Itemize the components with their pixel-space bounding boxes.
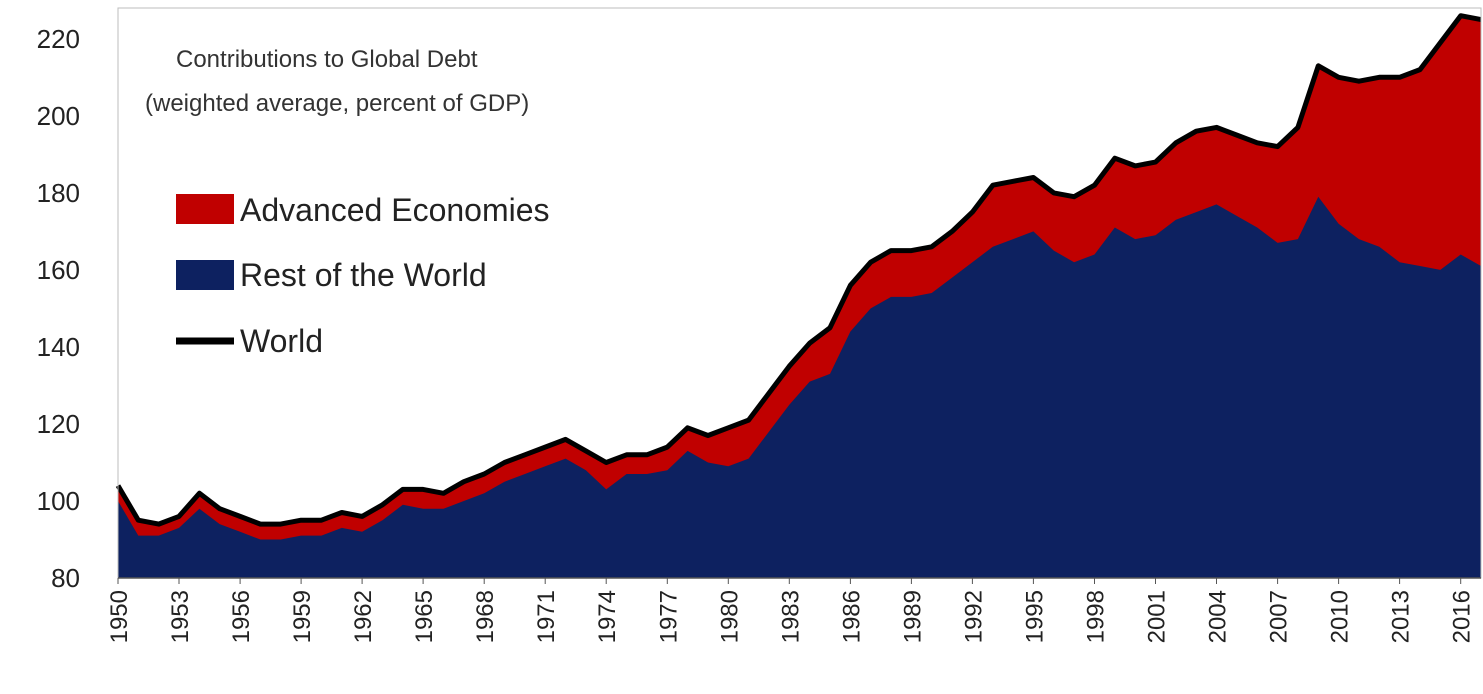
- x-tick-label: 1986: [838, 590, 865, 643]
- x-tick-label: 1953: [167, 590, 194, 643]
- y-tick-label: 180: [37, 178, 80, 208]
- y-axis: 80 100 120 140 160 180 200 220: [37, 24, 80, 593]
- x-tick-label: 1968: [472, 590, 499, 643]
- x-tick-label: 2013: [1388, 590, 1415, 643]
- x-tick-label: 1971: [533, 590, 560, 643]
- legend-swatch-rest-of-the-world: [176, 194, 234, 224]
- x-tick-label: 2016: [1449, 590, 1476, 643]
- x-axis: 1950 1953 1956 1959 1962 1965 1968 1971 1974 1977…: [106, 578, 1476, 643]
- y-tick-label: 120: [37, 409, 80, 439]
- legend: Advanced Economies Rest of the World Wor…: [176, 192, 550, 359]
- x-tick-label: 1983: [777, 590, 804, 643]
- legend-label-world: World: [240, 323, 323, 359]
- x-tick-label: 2007: [1266, 590, 1293, 643]
- y-tick-label: 100: [37, 486, 80, 516]
- title-line-2: (weighted average, percent of GDP): [145, 90, 529, 117]
- y-tick-label: 80: [51, 563, 80, 593]
- y-tick-label: 140: [37, 332, 80, 362]
- y-tick-label: 160: [37, 255, 80, 285]
- y-tick-label: 200: [37, 101, 80, 131]
- legend-label-rest-of-the-world: Advanced Economies: [240, 192, 550, 228]
- x-tick-label: 1962: [350, 590, 377, 643]
- title-line-1: Contributions to Global Debt: [176, 46, 478, 73]
- x-tick-label: 1989: [899, 590, 926, 643]
- x-tick-label: 1965: [411, 590, 438, 643]
- legend-swatch-advanced-economies: [176, 260, 234, 290]
- line-world: [115, 13, 1482, 527]
- x-tick-label: 1992: [960, 590, 987, 643]
- x-tick-label: 1950: [106, 590, 133, 643]
- chart-title: Contributions to Global Debt (weighted a…: [145, 46, 529, 117]
- x-tick-label: 1995: [1021, 590, 1048, 643]
- y-tick-label: 220: [37, 24, 80, 54]
- x-tick-label: 1959: [289, 590, 316, 643]
- plot-areas: [115, 13, 1482, 578]
- x-tick-label: 1974: [594, 590, 621, 643]
- x-tick-label: 1998: [1083, 590, 1110, 643]
- x-tick-label: 1956: [228, 590, 255, 643]
- x-tick-label: 2010: [1327, 590, 1354, 643]
- x-tick-label: 1977: [655, 590, 682, 643]
- x-tick-label: 1980: [716, 590, 743, 643]
- legend-label-advanced-economies: Rest of the World: [240, 257, 487, 293]
- x-tick-label: 2001: [1144, 590, 1171, 643]
- area-advanced-economies: [118, 196, 1481, 578]
- x-tick-label: 2004: [1205, 590, 1232, 643]
